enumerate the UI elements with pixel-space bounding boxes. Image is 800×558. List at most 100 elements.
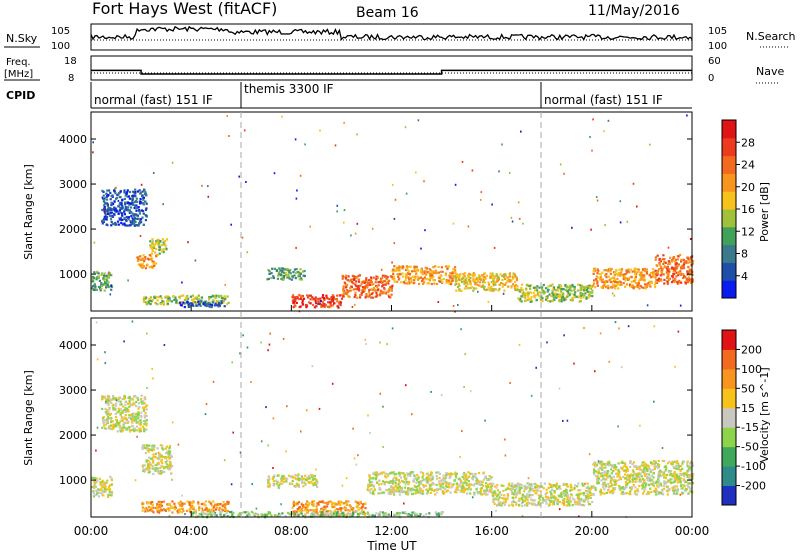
- velocity-cell-8-335: [690, 490, 692, 492]
- power-noise-59: [110, 293, 112, 295]
- velocity-cell-7-117: [514, 491, 516, 493]
- velocity-cell-7-301: [495, 487, 497, 489]
- velocity-cell-8-408: [653, 460, 655, 462]
- power-cell-8-156: [384, 288, 386, 290]
- velocity-cell-8-599: [670, 470, 672, 472]
- velocity-cell-7-344: [534, 499, 536, 501]
- power-noise-12: [418, 119, 420, 121]
- power-noise-95: [502, 283, 504, 285]
- velocity-cell-2-117: [161, 472, 163, 474]
- velocity-cell-8-350: [665, 477, 667, 479]
- power-noise-60: [488, 301, 490, 303]
- velocity-cell-1-152: [125, 414, 127, 416]
- power-cell-11-177: [554, 292, 556, 294]
- velocity-cell-8-360: [616, 472, 618, 474]
- power-cell-4-135: [145, 301, 147, 303]
- velocity-cell-1-204: [110, 402, 112, 404]
- velocity-cell-6-408: [406, 472, 408, 474]
- velocity-cell-7-331: [585, 495, 587, 497]
- power-noise-120: [152, 240, 154, 242]
- power-cell-10-193: [461, 281, 463, 283]
- power-cell-1-277: [106, 202, 108, 204]
- power-noise-57: [140, 235, 142, 237]
- power-cell-6-4: [299, 268, 301, 270]
- velocity-cell-6-246: [372, 492, 374, 494]
- velocity-cell-7-367: [589, 503, 591, 505]
- velocity-cell-6-413: [422, 493, 424, 495]
- velocity-cell-6-344: [392, 482, 394, 484]
- power-cell-11-246: [545, 297, 547, 299]
- velocity-cell-8-596: [653, 485, 655, 487]
- velocity-cell-6-343: [378, 473, 380, 475]
- power-noise-129: [415, 172, 417, 174]
- velocity-cell-7-396: [503, 498, 505, 500]
- power-cell-9-206: [406, 277, 408, 279]
- power-cell-1-293: [102, 222, 104, 224]
- power-cell-13-163: [682, 273, 684, 275]
- velocity-cell-1-168: [140, 401, 142, 403]
- velocity-cell-6-386: [414, 485, 416, 487]
- velocity-cell-6-409: [427, 473, 429, 475]
- velocity-cell-6-392: [384, 475, 386, 477]
- velocity-cell-8-445: [604, 474, 606, 476]
- velocity-cell-6-324: [398, 491, 400, 493]
- power-cell-11-207: [550, 295, 552, 297]
- power-cell-1-266: [143, 203, 145, 205]
- power-cell-1-298: [112, 216, 114, 218]
- power-cell-1-172: [138, 209, 140, 211]
- velocity-cell-7-377: [569, 497, 571, 499]
- velocity-cell-1-258: [121, 398, 123, 400]
- velocity-cell-6-438: [479, 483, 481, 485]
- velocity-cell-8-580: [601, 467, 603, 469]
- velocity-cell-1-257: [109, 426, 111, 428]
- power-ytick-label-1: 2000: [59, 223, 87, 236]
- power-cell-3-45: [162, 238, 164, 240]
- velocity-cell-1-236: [137, 417, 139, 419]
- power-noise-69: [319, 130, 321, 132]
- velocity-cell-8-242: [629, 462, 631, 464]
- power-cell-12-86: [650, 272, 652, 274]
- velocity-cell-1-202: [118, 408, 120, 410]
- velocity-cell-7-67: [542, 502, 544, 504]
- velocity-cell-4-57: [309, 477, 311, 479]
- power-cell-6-76: [283, 278, 285, 280]
- velocity-cell-5-203: [316, 512, 318, 514]
- velocity-cell-6-86: [432, 476, 434, 478]
- power-noise-96: [230, 224, 232, 226]
- power-cell-1-152: [130, 215, 132, 217]
- velocity-cell-1-101: [121, 416, 123, 418]
- power-noise-18: [668, 247, 670, 249]
- power-cell-1-222: [127, 189, 129, 191]
- power-cell-12-213: [647, 282, 649, 284]
- velocity-cell-7-62: [494, 503, 496, 505]
- power-noise-23: [481, 191, 483, 193]
- velocity-cell-3-113: [161, 501, 163, 503]
- power-cell-9-64: [416, 268, 418, 270]
- velocity-cell-8-575: [609, 491, 611, 493]
- power-cell-12-183: [593, 279, 595, 281]
- velocity-cell-2-129: [168, 451, 170, 453]
- velocity-cell-7-226: [521, 484, 523, 486]
- power-cell-4-125: [150, 300, 152, 302]
- velocity-cell-5-171: [346, 502, 348, 504]
- power-cell-1-259: [133, 191, 135, 193]
- power-cell-11-155: [560, 285, 562, 287]
- velocity-cell-6-506: [471, 477, 473, 479]
- power-cell-8-113: [348, 275, 350, 277]
- velocity-cell-6-370: [385, 489, 387, 491]
- velocity-cell-3-46: [158, 512, 160, 514]
- velocity-cell-1-272: [118, 398, 120, 400]
- velocity-cell-3-146: [172, 507, 174, 509]
- power-cell-3-50: [151, 244, 153, 246]
- velocity-cell-7-263: [567, 486, 569, 488]
- power-cell-1-227: [118, 192, 120, 194]
- power-noise-85: [94, 242, 96, 244]
- velocity-cell-6-443: [384, 473, 386, 475]
- velocity-cell-4-64: [294, 474, 296, 476]
- power-cell-5-44: [187, 301, 189, 303]
- power-cell-4-116: [210, 296, 212, 298]
- velocity-cell-5-102: [355, 501, 357, 503]
- velocity-cell-0-59: [107, 494, 109, 496]
- velocity-cell-6-199: [429, 484, 431, 486]
